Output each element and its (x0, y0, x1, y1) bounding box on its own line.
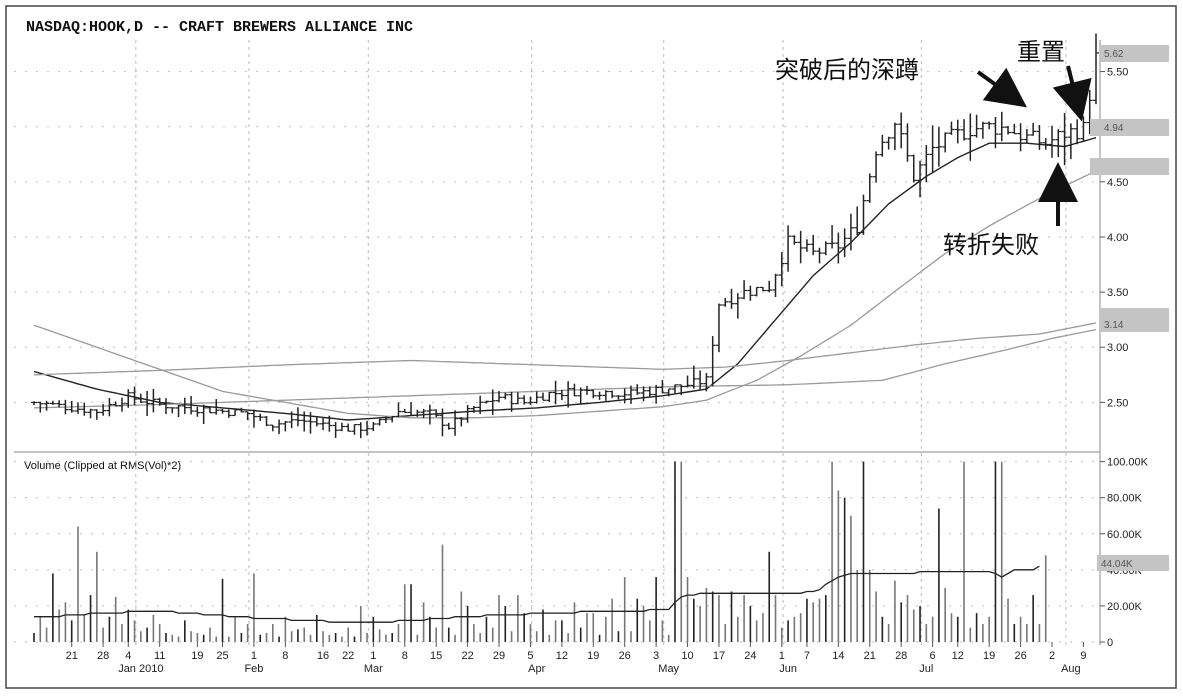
date-tick-label: 21 (864, 650, 876, 662)
price-bars (31, 33, 1099, 439)
date-tick-label: 5 (527, 650, 533, 662)
chart-frame (5, 5, 1177, 689)
date-tick-label: 10 (681, 650, 693, 662)
volume-tick-label: 80.00K (1107, 493, 1143, 505)
volume-bars (33, 461, 1047, 642)
tag-last: 4.94 (1104, 123, 1124, 134)
date-tick-label: 4 (125, 650, 131, 662)
date-tick-label: 2 (1049, 650, 1055, 662)
date-tick-label: 12 (556, 650, 568, 662)
date-tick-label: 15 (430, 650, 442, 662)
date-tick-label: 24 (744, 650, 756, 662)
volume-tick-label: 0 (1107, 637, 1113, 649)
date-tick-label: 17 (713, 650, 725, 662)
price-tick-label: 5.50 (1107, 67, 1128, 79)
volume-moving-average (34, 565, 1040, 623)
month-label: Apr (528, 663, 545, 675)
volume-tick-label: 60.00K (1107, 529, 1143, 541)
annotation-deep-squat: 突破后的深蹲 (775, 56, 919, 84)
price-tick-label: 3.00 (1107, 342, 1128, 354)
date-tick-label: 21 (66, 650, 78, 662)
volume-tick-label: 100.00K (1107, 457, 1149, 469)
arrow-deep-squat (976, 67, 1027, 108)
date-tick-label: 22 (461, 650, 473, 662)
price-tick-label: 4.50 (1107, 177, 1128, 189)
date-tick-label: 3 (653, 650, 659, 662)
date-tick-label: 19 (191, 650, 203, 662)
date-tick-label: 1 (370, 650, 376, 662)
moving-average-line (33, 328, 1097, 409)
date-tick-label: 9 (1080, 650, 1086, 662)
date-tick-label: 14 (832, 650, 844, 662)
date-tick-label: 1 (779, 650, 785, 662)
price-tick-label: 4.00 (1107, 232, 1128, 244)
price-moving-averages (33, 137, 1097, 421)
volume-title: Volume (Clipped at RMS(Vol)*2) (24, 460, 181, 472)
date-tick-label: 29 (493, 650, 505, 662)
month-label: Jun (779, 663, 797, 675)
month-label: Aug (1061, 663, 1081, 675)
date-tick-label: 28 (895, 650, 907, 662)
tag-box-ma (1090, 158, 1169, 175)
tag-volume: 44.04K (1101, 559, 1133, 570)
moving-average-line (33, 322, 1097, 376)
tag-box-high (1101, 45, 1169, 62)
date-tick-label: 8 (402, 650, 408, 662)
annotations: 突破后的深蹲 重置 转折失败 (775, 38, 1092, 259)
annotation-failed-turn: 转折失败 (943, 231, 1039, 259)
tag-box-vol (1097, 555, 1169, 571)
tag-ma-long: 3.14 (1104, 320, 1124, 331)
price-tags: 5.62 4.94 3.14 44.04K (1090, 45, 1169, 571)
volume-average-line (34, 565, 1040, 623)
date-tick-label: 7 (804, 650, 810, 662)
tag-box-low (1101, 308, 1169, 332)
price-tick-label: 2.50 (1107, 397, 1128, 409)
date-tick-label: 22 (342, 650, 354, 662)
month-label: Feb (244, 663, 263, 675)
gridlines (14, 40, 1101, 645)
month-label: May (658, 663, 679, 675)
date-tick-label: 8 (282, 650, 288, 662)
date-tick-label: 1 (251, 650, 257, 662)
date-tick-label: 6 (930, 650, 936, 662)
volume-tick-label: 20.00K (1107, 601, 1143, 613)
date-tick-label: 12 (952, 650, 964, 662)
date-tick-label: 26 (1014, 650, 1026, 662)
tag-high: 5.62 (1104, 49, 1124, 60)
date-tick-label: 19 (587, 650, 599, 662)
moving-average-line (33, 170, 1097, 419)
month-label: Mar (364, 663, 383, 675)
date-axis: 21 28 4 11 19 25 1 8 16 22 1 8 15 22 29 5 12 19 26 3 10 17 24 1… (66, 642, 1086, 675)
date-tick-label: 19 (983, 650, 995, 662)
month-label: Jul (919, 663, 933, 675)
annotation-reset: 重置 (1017, 38, 1065, 66)
arrow-reset (1052, 65, 1092, 122)
date-tick-label: 16 (317, 650, 329, 662)
date-tick-label: 11 (154, 650, 165, 662)
date-tick-label: 26 (619, 650, 631, 662)
chart-title: NASDAQ:HOOK,D -- CRAFT BREWERS ALLIANCE … (26, 19, 413, 36)
date-tick-label: 28 (97, 650, 109, 662)
price-tick-label: 3.50 (1107, 287, 1128, 299)
tag-box-mid (1090, 119, 1169, 136)
date-tick-label: 25 (216, 650, 228, 662)
month-label: Jan 2010 (118, 663, 163, 675)
moving-average-line (33, 137, 1097, 421)
